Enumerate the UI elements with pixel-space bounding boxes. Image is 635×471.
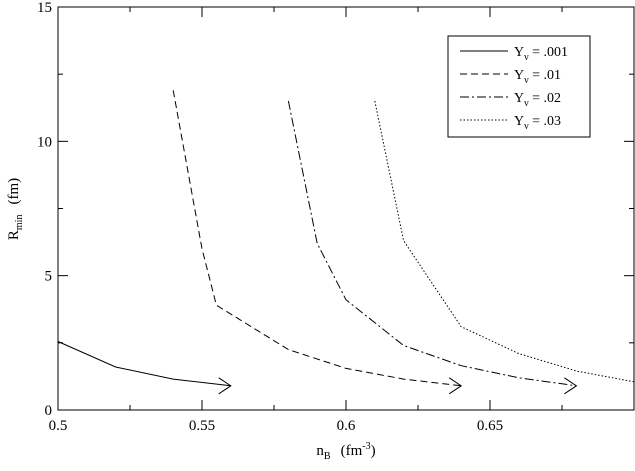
y-tick-label: 10 [37, 134, 52, 150]
x-tick-label: 0.65 [477, 418, 503, 434]
x-tick-label: 0.55 [189, 418, 215, 434]
legend: Yν = .001 Yν = .01 Yν = .02 Yν = .03 [447, 35, 591, 138]
series-arrow-1 [218, 377, 232, 395]
legend-label: Yν = .02 [514, 91, 561, 109]
series-arrow-3 [564, 377, 578, 395]
series-layer [57, 90, 635, 395]
series-line-2 [172, 90, 462, 387]
series-line-4 [374, 100, 635, 383]
x-tick-label: 0.6 [337, 418, 356, 434]
x-tick-label: 0.5 [49, 418, 68, 434]
series-line-1 [57, 341, 231, 387]
legend-label: Yν = .001 [514, 45, 568, 63]
x-axis-label: nB (fm-3) [316, 441, 375, 462]
y-tick-label: 0 [45, 403, 53, 419]
y-tick-label: 15 [37, 0, 52, 16]
legend-items: Yν = .001 Yν = .01 Yν = .02 Yν = .03 [460, 45, 568, 132]
series-line-3 [287, 100, 577, 387]
axis-ticks: 0.5 0.55 0.6 0.65 0 5 10 15 [37, 0, 634, 434]
y-axis-label: Rmin(fm) [6, 178, 25, 240]
legend-label: Yν = .03 [514, 114, 561, 132]
y-tick-label: 5 [45, 269, 53, 285]
legend-label: Yν = .01 [514, 68, 561, 86]
series-arrow-2 [448, 377, 463, 395]
